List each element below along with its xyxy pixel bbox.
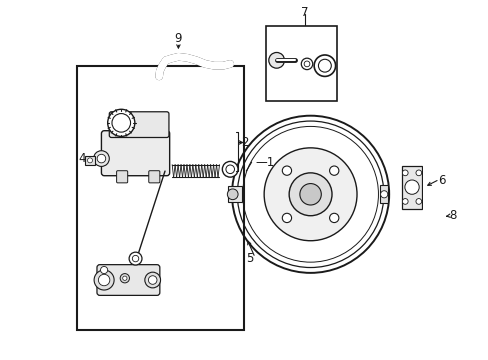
Circle shape (132, 255, 139, 262)
Circle shape (148, 276, 157, 284)
Circle shape (441, 215, 445, 219)
Text: 2: 2 (241, 136, 248, 149)
Circle shape (299, 184, 321, 205)
Text: —1: —1 (255, 156, 274, 168)
Bar (77, 66, 244, 330)
Circle shape (87, 158, 92, 163)
Circle shape (304, 61, 309, 67)
Circle shape (101, 266, 107, 274)
Circle shape (288, 173, 331, 216)
Circle shape (94, 270, 114, 290)
Circle shape (144, 272, 160, 288)
Circle shape (222, 161, 238, 177)
Circle shape (404, 180, 418, 194)
Bar (265, 26, 337, 102)
FancyBboxPatch shape (101, 131, 169, 176)
Circle shape (231, 116, 388, 273)
Circle shape (318, 59, 331, 72)
Bar (227, 186, 241, 202)
Text: 5: 5 (245, 252, 253, 265)
Circle shape (282, 213, 291, 222)
Circle shape (98, 274, 110, 286)
Circle shape (301, 58, 312, 69)
Circle shape (227, 189, 238, 200)
Circle shape (112, 113, 130, 132)
Circle shape (107, 109, 135, 136)
Circle shape (93, 151, 109, 166)
Circle shape (268, 53, 284, 68)
Circle shape (225, 165, 234, 174)
FancyBboxPatch shape (148, 171, 160, 183)
Text: 3: 3 (157, 113, 164, 126)
Circle shape (129, 252, 142, 265)
Circle shape (122, 276, 127, 280)
Circle shape (120, 274, 129, 283)
FancyBboxPatch shape (109, 112, 168, 138)
Circle shape (380, 191, 387, 198)
Bar (380, 185, 387, 203)
Circle shape (313, 55, 335, 76)
Text: 4: 4 (78, 152, 85, 165)
FancyBboxPatch shape (116, 171, 127, 183)
Circle shape (329, 213, 338, 222)
Circle shape (329, 166, 338, 175)
Circle shape (402, 170, 407, 176)
Text: 6: 6 (437, 174, 445, 186)
Text: 8: 8 (448, 209, 455, 222)
Circle shape (264, 148, 356, 241)
Bar (84, 156, 95, 165)
Circle shape (282, 166, 291, 175)
Circle shape (97, 154, 105, 163)
Text: 7: 7 (301, 6, 308, 19)
Circle shape (415, 199, 421, 204)
Circle shape (415, 170, 421, 176)
Bar (401, 166, 422, 208)
FancyBboxPatch shape (97, 265, 160, 296)
Circle shape (402, 199, 407, 204)
Text: 9: 9 (174, 32, 182, 45)
